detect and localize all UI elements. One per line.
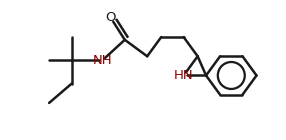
Text: O: O bbox=[106, 11, 116, 24]
Text: NH: NH bbox=[93, 54, 112, 67]
Text: HN: HN bbox=[174, 69, 193, 82]
